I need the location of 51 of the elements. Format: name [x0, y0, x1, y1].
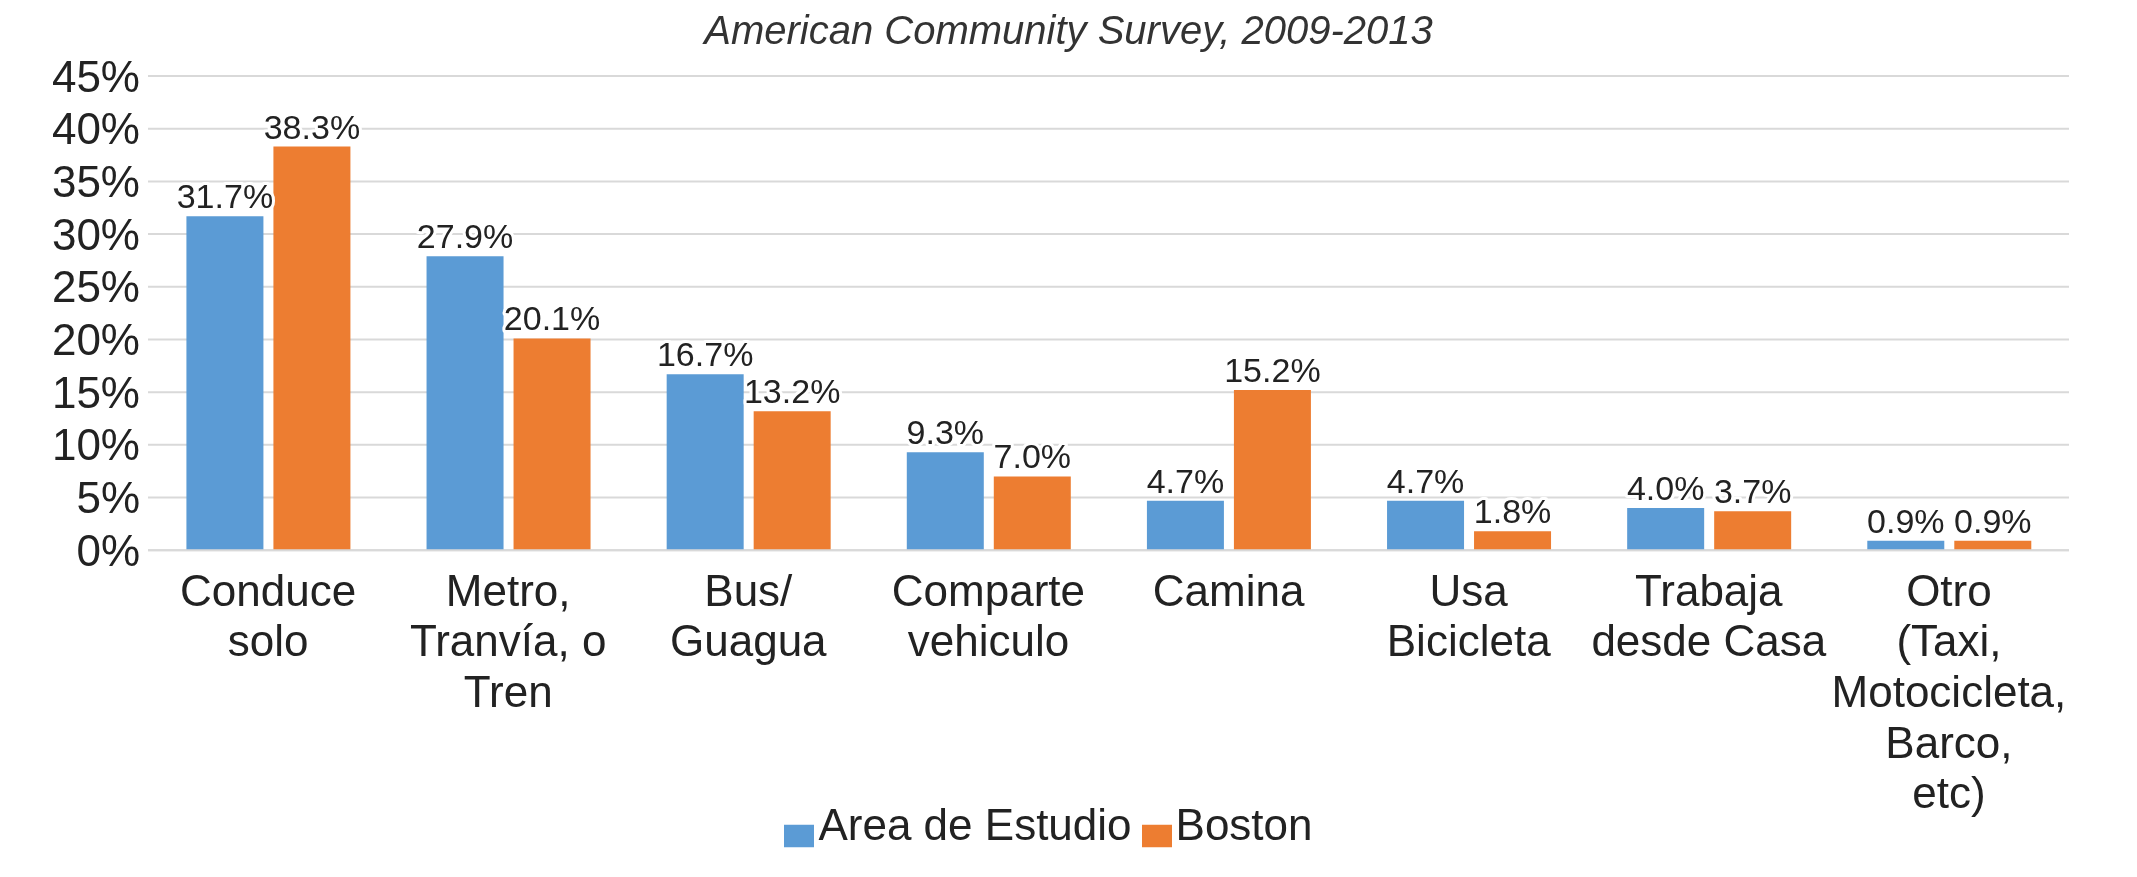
data-label: 13.2% [743, 372, 841, 411]
data-label: 15.2% [1224, 351, 1321, 390]
x-tick-label: Usa Bicicleta [1386, 565, 1552, 666]
data-label: 4.7% [1386, 461, 1465, 500]
bar [1714, 511, 1792, 551]
data-label: 31.7% [176, 177, 274, 216]
y-tick-label: 10% [51, 420, 140, 470]
data-label: 27.9% [416, 217, 514, 256]
x-tick-label: Comparte vehiculo [891, 565, 1086, 666]
bar [906, 452, 984, 551]
data-label: 1.8% [1473, 492, 1552, 531]
x-tick-label: Trabaja desde Casa [1591, 565, 1827, 666]
bar [273, 146, 351, 551]
y-tick-label: 45% [51, 51, 140, 101]
data-label: 9.3% [906, 413, 985, 452]
y-tick-label: 15% [51, 367, 140, 417]
x-tick-label: Camina [1152, 565, 1305, 615]
x-tick-label: Otro (Taxi, Motocicleta, Barco, etc) [1831, 565, 2067, 818]
x-tick-label: Conduce solo [179, 565, 357, 666]
bar [186, 216, 264, 551]
data-label: 7.0% [993, 437, 1072, 476]
data-label: 3.7% [1713, 472, 1792, 511]
bar [666, 374, 744, 551]
legend-label: Area de Estudio [818, 800, 1132, 850]
bar [993, 476, 1071, 551]
x-tick-label: Metro, Tranvía, o Tren [409, 565, 607, 717]
chart-title: American Community Survey, 2009-2013 [704, 8, 1433, 52]
data-label: 0.9% [1867, 501, 1945, 540]
y-tick-label: 25% [51, 262, 140, 312]
y-tick-label: 40% [51, 104, 140, 154]
bar [1146, 500, 1224, 551]
data-label: 4.7% [1146, 461, 1225, 500]
bar [1233, 390, 1311, 551]
y-tick-label: 35% [51, 157, 140, 207]
y-tick-label: 5% [76, 473, 140, 523]
bar [426, 256, 504, 551]
data-label: 4.0% [1626, 469, 1705, 508]
bar [753, 411, 831, 551]
x-tick-label: Bus/ Guagua [670, 565, 828, 666]
data-label: 16.7% [656, 335, 754, 374]
data-label: 0.9% [1954, 501, 2032, 540]
bar [1474, 531, 1552, 551]
y-tick-label: 30% [51, 209, 140, 259]
y-tick-label: 0% [76, 525, 140, 575]
bar [513, 338, 591, 551]
data-label: 20.1% [503, 299, 601, 338]
y-tick-label: 20% [51, 315, 140, 365]
data-label: 38.3% [263, 107, 361, 146]
bar [1627, 508, 1705, 551]
bar [1387, 500, 1465, 551]
legend-label: Boston [1175, 800, 1313, 850]
